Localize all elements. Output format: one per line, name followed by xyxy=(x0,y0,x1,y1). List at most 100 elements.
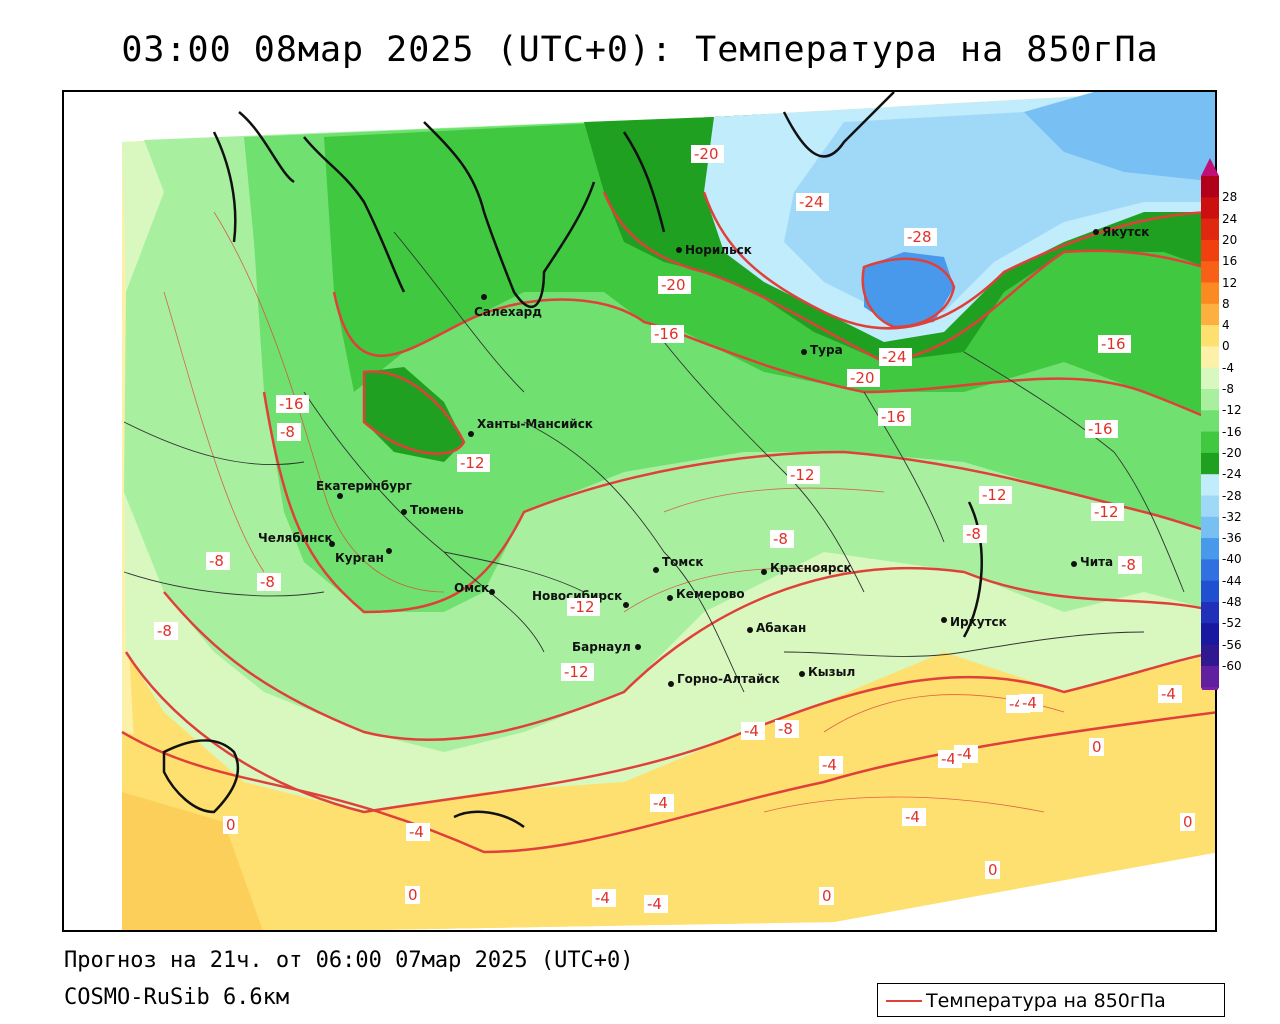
city-chelyabinsk: Челябинск xyxy=(258,531,335,547)
contour-label: -4 xyxy=(409,823,424,841)
colorbar-swatch xyxy=(1201,367,1219,390)
city-kurgan: Курган xyxy=(335,548,392,565)
colorbar-tick-label: -24 xyxy=(1222,467,1242,482)
contour-label-bg xyxy=(1085,420,1118,438)
contour-label-bg xyxy=(796,193,829,211)
contour-label-bg xyxy=(592,889,616,907)
contour-label-bg xyxy=(741,722,765,740)
colorbar-swatch xyxy=(1201,261,1219,283)
contour-label-bg xyxy=(963,525,987,543)
contour-label: -4 xyxy=(647,895,662,913)
contour-label-bg xyxy=(691,145,724,163)
colorbar-swatch xyxy=(1201,431,1219,454)
city-kemerovo: Кемерово xyxy=(667,587,745,601)
city-norilsk: Норильск xyxy=(676,243,752,257)
colorbar-swatch xyxy=(1201,303,1219,326)
contour-label-bg xyxy=(787,466,820,484)
coastlines xyxy=(162,92,983,829)
contour-label-bg xyxy=(405,886,420,904)
contour-label: 0 xyxy=(1092,738,1102,756)
contour-label: -20 xyxy=(661,276,686,294)
contour-label: -12 xyxy=(1094,503,1119,521)
legend-label: Температура на 850гПа xyxy=(926,990,1166,1012)
legend-line-swatch xyxy=(886,1000,922,1002)
colorbar-tick-label: 20 xyxy=(1222,232,1238,247)
colorbar-tick-label: -12 xyxy=(1222,403,1242,418)
contour-label: -12 xyxy=(570,598,595,616)
contour-label: -8 xyxy=(157,622,172,640)
svg-text:Тура: Тура xyxy=(810,343,843,357)
contour-label-bg xyxy=(1089,738,1104,756)
contour-label: -4 xyxy=(941,750,956,768)
contour-label: -16 xyxy=(654,325,679,343)
contour-label: -4 xyxy=(744,722,759,740)
model-name: COSMO-RuSib 6.6км xyxy=(64,985,290,1010)
contour-label-bg xyxy=(561,663,594,681)
colorbar-swatch xyxy=(1201,389,1219,411)
contour-label: 0 xyxy=(408,886,418,904)
map-frame[interactable]: Якутск Норильск Салехард Тура Ханты-Манс… xyxy=(62,90,1217,932)
svg-text:Курган: Курган xyxy=(335,551,384,565)
colorbar-tick-label: -56 xyxy=(1222,637,1242,652)
svg-text:Салехард: Салехард xyxy=(474,305,542,319)
colorbar-tick-label: 8 xyxy=(1222,296,1230,311)
city-irkutsk: Иркутск xyxy=(941,615,1007,629)
contour-label-bg xyxy=(650,794,674,812)
contour-label: -8 xyxy=(209,552,224,570)
contour-label-bg xyxy=(904,228,937,246)
city-barnaul: Барнаул xyxy=(572,640,641,654)
colorbar-tick-label: -44 xyxy=(1222,573,1242,588)
city-tura: Тура xyxy=(801,343,843,357)
contour-label-bg xyxy=(878,408,911,426)
contour-label-bg xyxy=(406,823,430,841)
contour-label-bg xyxy=(775,720,799,738)
contour-label-bg xyxy=(644,895,668,913)
colorbar-swatch xyxy=(1201,538,1219,560)
contour-label: -16 xyxy=(1101,335,1126,353)
contour-label: -8 xyxy=(280,423,295,441)
contour-label: -8 xyxy=(1121,556,1136,574)
city-markers: Якутск Норильск Салехард Тура Ханты-Манс… xyxy=(258,225,1149,687)
contour-label-bg xyxy=(902,808,926,826)
temperature-map[interactable]: Якутск Норильск Салехард Тура Ханты-Манс… xyxy=(64,92,1217,932)
svg-text:Якутск: Якутск xyxy=(1102,225,1149,239)
city-gorno-altaysk: Горно-Алтайск xyxy=(668,672,780,687)
contour-label: 0 xyxy=(988,861,998,879)
contour-label: -16 xyxy=(279,395,304,413)
contour-label: -12 xyxy=(982,486,1007,504)
contour-label-bg xyxy=(658,276,691,294)
city-tyumen: Тюмень xyxy=(401,503,464,517)
svg-text:Екатеринбург: Екатеринбург xyxy=(316,479,412,493)
svg-text:Томск: Томск xyxy=(662,555,704,569)
city-abakan: Абакан xyxy=(747,621,806,635)
colorbar-swatch xyxy=(1201,410,1219,433)
svg-text:Норильск: Норильск xyxy=(685,243,752,257)
contour-label: -16 xyxy=(1088,420,1113,438)
colorbar-swatch xyxy=(1201,346,1219,369)
contour-label: 0 xyxy=(1183,813,1193,831)
svg-text:Красноярск: Красноярск xyxy=(770,561,852,575)
svg-text:Ханты-Мансийск: Ханты-Мансийск xyxy=(477,417,593,431)
contour-label: -12 xyxy=(460,454,485,472)
colorbar-swatch xyxy=(1201,325,1219,347)
contour-label-bg xyxy=(257,573,281,591)
city-chita: Чита xyxy=(1071,555,1113,569)
colorbar-swatch xyxy=(1201,665,1219,688)
colorbar-swatch xyxy=(1201,602,1219,624)
contour-label: -12 xyxy=(564,663,589,681)
svg-text:Омск: Омск xyxy=(454,581,489,595)
zone-minus20-west xyxy=(364,367,464,462)
contour-label-bg xyxy=(276,395,309,413)
city-tomsk: Томск xyxy=(653,555,704,573)
colorbar-swatch xyxy=(1201,495,1219,518)
colorbar-swatch xyxy=(1201,239,1219,262)
contour-label-bg xyxy=(979,486,1012,504)
contour-label-bg xyxy=(954,745,978,763)
colorbar-swatch xyxy=(1201,197,1219,220)
contour-label: -12 xyxy=(790,466,815,484)
contour-label: -8 xyxy=(778,720,793,738)
contour-label-bg xyxy=(277,423,301,441)
colorbar-tick-label: -8 xyxy=(1222,382,1234,396)
contour-label-bg xyxy=(206,552,230,570)
contour-label-bg xyxy=(154,622,178,640)
